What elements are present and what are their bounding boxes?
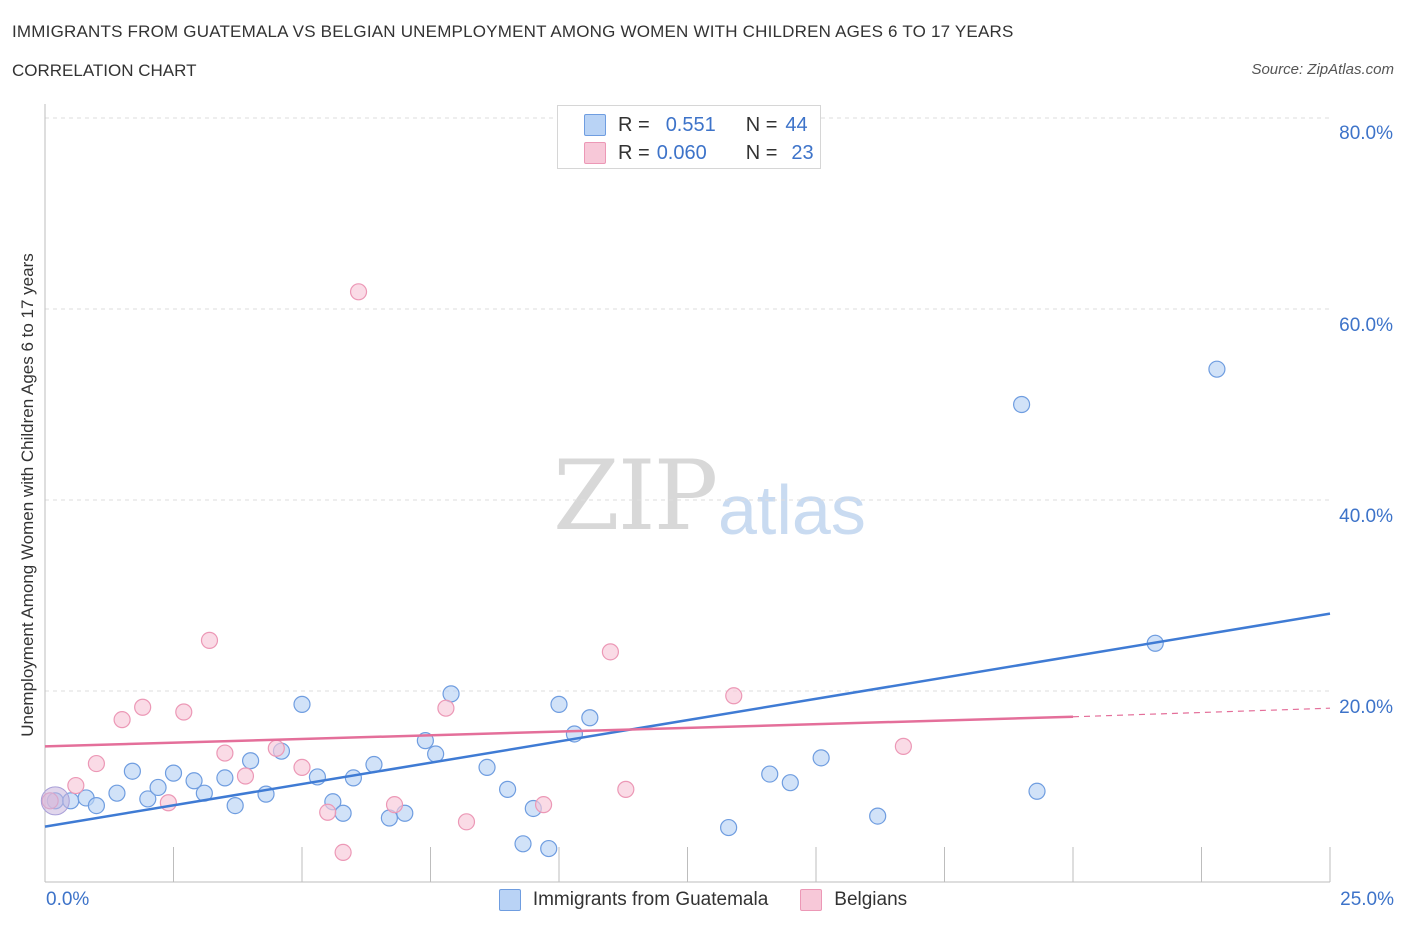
legend-swatch-pink xyxy=(584,142,606,164)
trend-lines xyxy=(44,612,1331,828)
point-guatemala xyxy=(869,807,887,825)
legend-n-label: N = xyxy=(745,141,778,164)
point-belgians xyxy=(894,737,912,755)
y-tick-label-60: 60.0% xyxy=(1339,315,1393,336)
legend-row-belgians: R = 0.060 N = 23 xyxy=(584,142,814,164)
point-guatemala xyxy=(442,685,460,703)
chart-subtitle: CORRELATION CHART xyxy=(12,61,197,80)
y-tick-label-80: 80.0% xyxy=(1339,123,1393,144)
point-belgians xyxy=(267,739,285,757)
point-belgians xyxy=(200,631,219,649)
point-guatemala xyxy=(334,804,352,822)
x-tick-label-max: 25.0% xyxy=(1340,889,1394,910)
chart-title: IMMIGRANTS FROM GUATEMALA VS BELGIAN UNE… xyxy=(12,22,1014,41)
legend-r-label: R = xyxy=(618,113,650,136)
point-guatemala xyxy=(478,758,496,777)
trendline-guatemala xyxy=(44,612,1331,828)
point-guatemala xyxy=(812,749,830,767)
axes xyxy=(44,104,1331,883)
point-belgians xyxy=(334,843,352,861)
point-belgians xyxy=(134,698,152,716)
correlation-legend: R = 0.551 N = 44 R = 0.060 N = 23 xyxy=(557,105,821,169)
point-guatemala xyxy=(427,745,445,763)
legend-r-value: 0.060 xyxy=(656,141,707,164)
legend-swatch-blue xyxy=(498,889,521,911)
point-guatemala xyxy=(185,772,203,790)
point-belgians xyxy=(725,687,743,705)
series-legend-label: Belgians xyxy=(834,889,908,910)
legend-r-label: R = xyxy=(618,141,650,164)
point-belgians xyxy=(67,776,85,795)
legend-r-value: 0.551 xyxy=(665,113,716,136)
point-guatemala xyxy=(139,790,157,808)
y-axis-label: Unemployment Among Women with Children A… xyxy=(18,253,37,737)
point-belgians xyxy=(534,796,553,814)
trendline-belgians xyxy=(1072,707,1331,718)
y-tick-label-20: 20.0% xyxy=(1339,697,1393,718)
point-guatemala xyxy=(1028,782,1046,800)
point-belgians xyxy=(385,796,404,814)
series-legend-belgians: Belgians xyxy=(800,889,907,911)
point-belgians xyxy=(175,703,193,721)
series-legend: Immigrants from Guatemala Belgians xyxy=(0,889,1406,911)
data-points xyxy=(40,283,1226,861)
legend-n-value: 44 xyxy=(785,113,808,136)
point-belgians xyxy=(349,283,368,301)
point-guatemala xyxy=(540,839,558,858)
point-belgians xyxy=(457,813,476,831)
point-guatemala xyxy=(550,695,568,713)
point-guatemala xyxy=(216,769,234,787)
point-guatemala xyxy=(123,762,141,780)
point-belgians xyxy=(319,803,337,821)
legend-n-value: 23 xyxy=(791,141,814,164)
y-tick-label-40: 40.0% xyxy=(1339,506,1393,527)
x-tick-label-min: 0.0% xyxy=(46,889,90,910)
point-belgians xyxy=(113,711,131,729)
point-guatemala xyxy=(1012,395,1031,414)
point-guatemala xyxy=(761,765,779,783)
point-guatemala xyxy=(226,796,244,815)
point-guatemala xyxy=(344,769,362,787)
point-cluster xyxy=(40,786,70,816)
series-legend-guatemala: Immigrants from Guatemala xyxy=(498,889,769,911)
point-belgians xyxy=(87,754,106,773)
point-guatemala xyxy=(293,695,311,713)
point-guatemala xyxy=(581,709,599,727)
point-guatemala xyxy=(781,774,799,792)
point-guatemala xyxy=(720,818,738,837)
source-note: Source: ZipAtlas.com xyxy=(1251,61,1394,78)
legend-n-label: N = xyxy=(745,113,778,136)
watermark-atlas: atlas xyxy=(718,471,866,549)
watermark-zip: ZIP xyxy=(553,440,718,552)
grid-lines xyxy=(45,117,1330,692)
series-legend-label: Immigrants from Guatemala xyxy=(532,889,769,910)
legend-row-guatemala: R = 0.551 N = 44 xyxy=(584,114,808,136)
point-guatemala xyxy=(242,752,260,770)
point-belgians xyxy=(617,780,635,798)
legend-swatch-pink xyxy=(800,889,823,911)
point-guatemala xyxy=(149,778,167,797)
point-belgians xyxy=(236,767,255,785)
point-guatemala xyxy=(514,835,532,853)
point-belgians xyxy=(293,758,311,777)
point-belgians xyxy=(437,699,455,717)
point-guatemala xyxy=(1208,360,1226,378)
trendline-belgians xyxy=(44,715,1074,748)
point-guatemala xyxy=(87,796,106,815)
point-guatemala xyxy=(164,764,183,782)
point-guatemala xyxy=(499,780,517,798)
point-guatemala xyxy=(108,784,126,802)
point-belgians xyxy=(601,643,620,661)
point-belgians xyxy=(216,744,234,762)
legend-swatch-blue xyxy=(584,114,606,136)
